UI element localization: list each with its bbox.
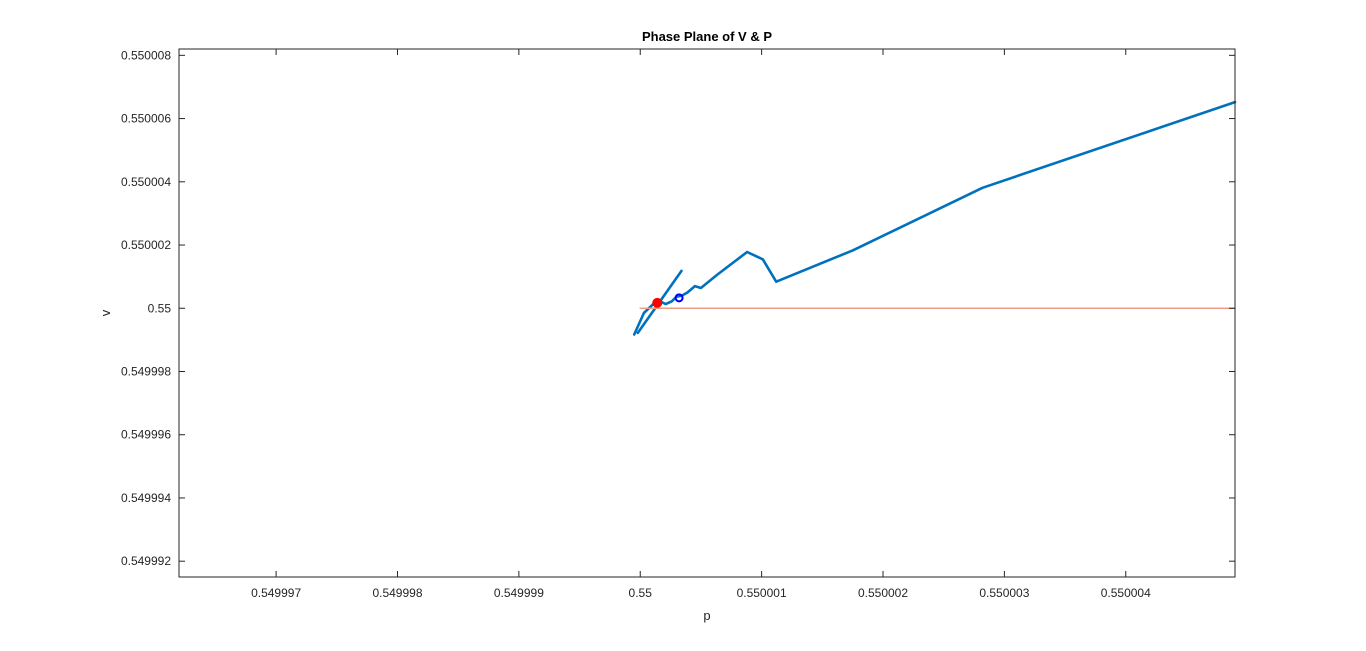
x-tick-label: 0.550004 [1101,586,1151,600]
plot-area [179,49,1235,577]
axes-frame [178,48,1236,578]
y-tick-label: 0.55 [148,301,172,315]
y-tick-label: 0.549992 [121,554,171,568]
y-tick-label: 0.549998 [121,364,171,378]
x-tick-label: 0.55 [629,586,653,600]
x-tick-label: 0.549999 [494,586,544,600]
y-tick-label: 0.550008 [121,48,171,62]
y-axis-label: v [98,309,113,316]
series-group [632,100,1237,336]
x-tick-label: 0.550001 [737,586,787,600]
x-tick-label: 0.550003 [979,586,1029,600]
start-point-marker [652,297,663,308]
x-axis-label: p [703,608,710,623]
x-tick-label: 0.549997 [251,586,301,600]
y-tick-label: 0.550006 [121,112,171,126]
x-tick-label: 0.550002 [858,586,908,600]
x-tick-label: 0.549998 [372,586,422,600]
plot-background [179,49,1235,577]
y-tick-label: 0.549996 [121,428,171,442]
end-point-marker [674,293,684,303]
y-tick-label: 0.550002 [121,238,171,252]
y-tick-label: 0.550004 [121,175,171,189]
y-tick-label: 0.549994 [121,491,171,505]
ticks-group: 0.549997 0.549998 0.549999 0.55 0.550001 0.55… [121,48,1235,600]
chart-title: Phase Plane of V & P [642,29,772,44]
axes-box [178,48,1236,578]
